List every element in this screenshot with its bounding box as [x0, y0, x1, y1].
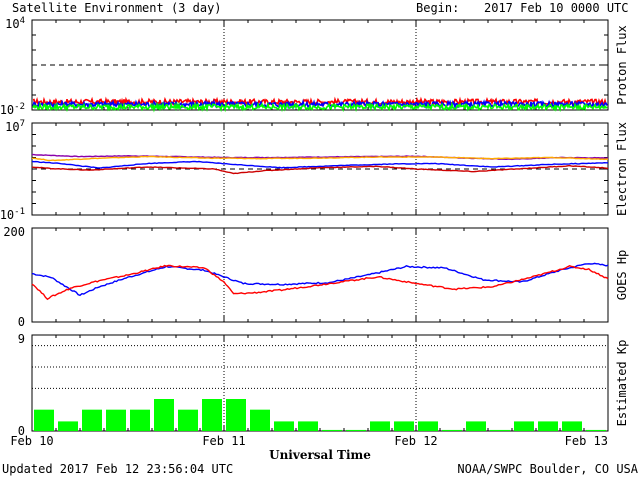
y-tick-label: 104 — [5, 16, 25, 31]
y-tick-label: 9 — [18, 332, 25, 346]
begin-value: 2017 Feb 10 0000 UTC — [484, 1, 629, 15]
kp-bar — [442, 429, 462, 431]
kp-bar — [298, 421, 318, 431]
series-line — [32, 96, 608, 108]
kp-bar — [274, 421, 294, 431]
series-line — [32, 101, 608, 113]
kp-bar — [562, 421, 582, 431]
x-tick-label: Feb 12 — [394, 434, 437, 448]
series-line — [32, 155, 609, 162]
kp-bar — [394, 421, 414, 431]
kp-bar — [154, 399, 174, 431]
kp-bar — [418, 421, 438, 431]
y-axis-label: Proton Flux — [615, 25, 629, 104]
x-tick-label: Feb 13 — [565, 434, 608, 448]
panel-goes_hp: 200 0 GOES Hp — [3, 225, 629, 329]
series-line — [31, 262, 609, 297]
kp-bar — [322, 429, 342, 431]
kp-bar — [466, 421, 486, 431]
y-tick-label: 10-2 — [0, 102, 25, 117]
y-tick-label: 0 — [18, 424, 25, 438]
kp-bar — [586, 429, 606, 431]
kp-bar — [106, 409, 126, 431]
kp-bar — [250, 409, 270, 431]
kp-bar — [202, 399, 222, 431]
begin-label: Begin: — [416, 1, 459, 15]
kp-bar — [178, 409, 198, 431]
chart-title: Satellite Environment (3 day) — [12, 1, 222, 15]
x-tick-label: Feb 10 — [10, 434, 53, 448]
panel-electron: 107 10-1 Electron Flux — [0, 119, 629, 222]
kp-bar — [82, 409, 102, 431]
y-axis-label: GOES Hp — [615, 250, 629, 301]
kp-bar — [490, 429, 510, 431]
panel-proton: 104 10-2 Proton Flux — [0, 16, 629, 117]
x-tick-label: Feb 11 — [202, 434, 245, 448]
y-tick-label: 107 — [5, 119, 25, 134]
x-axis-label: Universal Time — [269, 448, 371, 462]
kp-bar — [34, 409, 54, 431]
series-line — [31, 160, 608, 169]
kp-bar — [514, 421, 534, 431]
series-line — [31, 264, 609, 301]
kp-bar — [538, 421, 558, 431]
kp-bar — [370, 421, 390, 431]
panel-frame — [31, 227, 609, 323]
kp-bar — [226, 399, 246, 431]
chart-panels: 104 10-2 Proton Flux 107 10-1 Electron Flux 20… — [0, 16, 629, 438]
kp-bar — [58, 421, 78, 431]
y-tick-label: 10-1 — [0, 207, 25, 222]
y-axis-label: Estimated Kp — [615, 340, 629, 427]
updated-timestamp: Updated 2017 Feb 12 23:56:04 UTC — [2, 462, 233, 476]
credit-text: NOAA/SWPC Boulder, CO USA — [457, 462, 638, 476]
kp-bar — [346, 429, 366, 431]
y-tick-label: 0 — [18, 315, 25, 329]
y-tick-label: 200 — [3, 225, 25, 239]
panel-kp: 9 0 Estimated Kp — [18, 332, 629, 438]
series-line — [32, 153, 609, 161]
series-line — [31, 164, 609, 175]
y-axis-label: Electron Flux — [615, 122, 629, 216]
kp-bar — [130, 409, 150, 431]
